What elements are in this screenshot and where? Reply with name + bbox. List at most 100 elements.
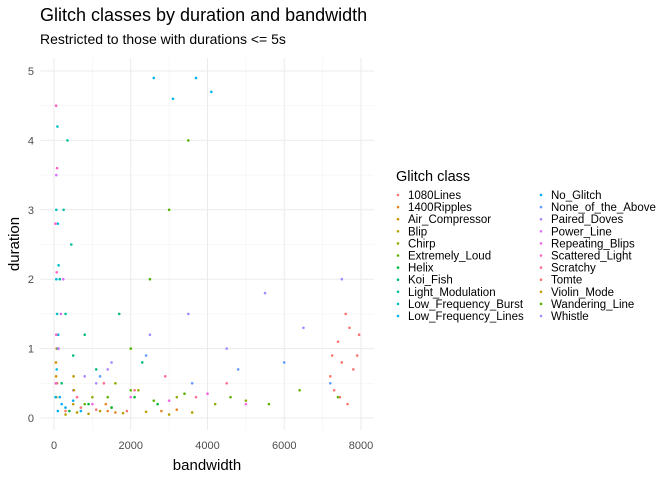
data-point xyxy=(57,264,60,267)
data-point xyxy=(56,409,60,413)
data-point xyxy=(55,208,58,212)
data-point xyxy=(156,402,159,406)
legend-key xyxy=(396,290,400,294)
data-point xyxy=(137,388,140,392)
data-point xyxy=(64,406,67,409)
data-point xyxy=(148,333,152,337)
data-point xyxy=(336,395,340,399)
data-point xyxy=(83,402,86,406)
data-point xyxy=(175,408,179,411)
data-point xyxy=(225,347,228,350)
legend-label: No_Glitch xyxy=(551,190,602,202)
legend-key xyxy=(539,230,543,233)
legend-label: Paired_Doves xyxy=(551,214,623,226)
data-point xyxy=(152,399,156,402)
data-point xyxy=(121,411,125,415)
data-point xyxy=(55,333,58,337)
legend-key xyxy=(539,242,543,245)
data-point xyxy=(244,402,248,406)
data-point xyxy=(302,326,305,330)
data-point xyxy=(340,361,344,364)
data-point xyxy=(336,340,340,343)
x-axis-title: bandwidth xyxy=(173,457,241,474)
data-point xyxy=(144,410,148,414)
data-point xyxy=(194,395,198,399)
data-point xyxy=(140,361,144,364)
data-point xyxy=(129,388,133,392)
legend-label: 1080Lines xyxy=(408,190,461,202)
data-point xyxy=(98,409,102,413)
legend-title: Glitch class xyxy=(396,169,470,185)
data-point xyxy=(58,277,62,281)
data-point xyxy=(210,90,213,94)
data-point xyxy=(355,354,359,357)
data-point xyxy=(106,368,110,371)
data-point xyxy=(110,406,113,409)
x-tick-label: 6000 xyxy=(272,440,296,452)
data-point xyxy=(330,354,334,357)
legend-label: Tomte xyxy=(551,275,582,287)
data-point xyxy=(282,361,286,364)
data-point xyxy=(263,291,267,295)
data-point xyxy=(187,312,190,316)
data-point xyxy=(75,395,79,399)
data-point xyxy=(133,395,136,399)
data-point xyxy=(69,243,73,246)
y-tick-label: 3 xyxy=(28,205,34,217)
data-point xyxy=(194,76,198,80)
data-point xyxy=(94,368,98,371)
data-point xyxy=(340,277,344,281)
data-point xyxy=(60,382,63,385)
x-tick-label: 8000 xyxy=(349,440,373,452)
y-tick-label: 5 xyxy=(28,66,34,78)
y-tick-label: 1 xyxy=(28,344,34,356)
chart-title: Glitch classes by duration and bandwidth xyxy=(40,5,367,25)
data-point xyxy=(167,399,171,402)
data-point xyxy=(129,395,133,399)
data-point xyxy=(106,409,110,413)
data-point xyxy=(225,382,228,385)
legend-key xyxy=(396,217,400,221)
data-point xyxy=(94,382,98,385)
data-point xyxy=(55,166,59,170)
legend-label: Violin_Mode xyxy=(551,287,614,299)
data-point xyxy=(110,361,113,364)
legend-key xyxy=(539,266,543,269)
data-point xyxy=(160,409,163,413)
legend-label: 1400Ripples xyxy=(408,202,472,214)
data-point xyxy=(171,97,175,101)
data-point xyxy=(329,382,332,385)
data-point xyxy=(114,411,117,414)
data-point xyxy=(54,222,57,225)
data-point xyxy=(244,399,248,402)
legend-label: Repeating_Blips xyxy=(551,238,635,250)
data-point xyxy=(54,375,58,378)
legend-label: Wandering_Line xyxy=(551,299,634,311)
data-point xyxy=(68,409,71,413)
data-point xyxy=(152,76,156,80)
legend-key xyxy=(539,254,543,257)
y-tick-label: 2 xyxy=(28,274,34,286)
data-point xyxy=(148,277,152,281)
data-point xyxy=(117,312,121,316)
legend-key xyxy=(396,205,400,209)
data-point xyxy=(71,354,75,357)
data-point xyxy=(106,395,110,399)
data-point xyxy=(87,402,90,406)
data-point xyxy=(213,402,217,406)
legend-key xyxy=(539,193,543,197)
data-point xyxy=(79,406,83,409)
legend-key xyxy=(539,314,543,318)
y-axis-title: duration xyxy=(6,217,23,271)
data-point xyxy=(54,361,58,364)
data-point xyxy=(267,402,271,406)
data-point xyxy=(54,395,57,399)
x-tick-label: 4000 xyxy=(195,440,219,452)
data-point xyxy=(175,395,179,399)
data-point xyxy=(352,368,355,371)
data-point xyxy=(72,388,76,392)
legend-label: Power_Line xyxy=(551,226,612,238)
data-point xyxy=(79,409,83,413)
legend-label: Whistle xyxy=(551,311,589,323)
data-point xyxy=(55,368,58,371)
